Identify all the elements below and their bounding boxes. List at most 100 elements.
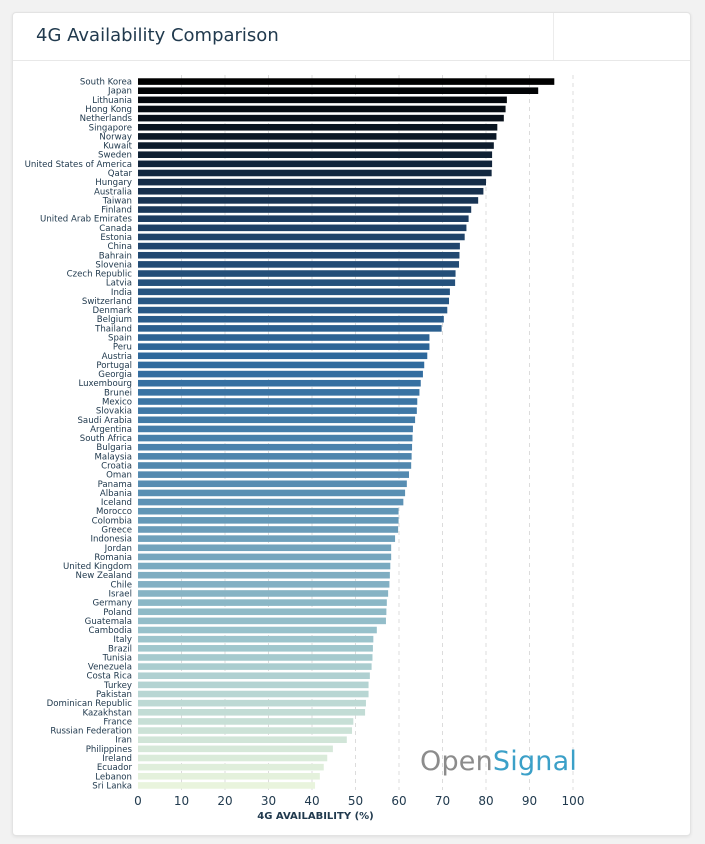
category-label: Ireland xyxy=(102,754,132,764)
category-label: Albania xyxy=(100,489,132,499)
bar xyxy=(138,699,366,707)
category-label: Denmark xyxy=(93,306,133,316)
category-label: Luxembourg xyxy=(78,379,132,389)
x-tick-label: 40 xyxy=(304,794,319,808)
category-label: Brazil xyxy=(108,644,132,654)
bar xyxy=(138,517,399,524)
category-label: South Korea xyxy=(80,78,132,88)
category-label: Costa Rica xyxy=(87,672,132,682)
bar xyxy=(138,78,555,85)
category-label: Italy xyxy=(113,635,132,645)
bar xyxy=(138,626,377,634)
bar xyxy=(138,635,374,643)
category-label: Jordan xyxy=(104,544,132,554)
bar xyxy=(138,352,428,360)
bar xyxy=(138,526,399,533)
bar xyxy=(138,672,370,680)
bar xyxy=(138,471,409,478)
bar xyxy=(138,434,413,442)
bar xyxy=(138,498,404,506)
category-label: Colombia xyxy=(92,516,132,526)
bar xyxy=(138,782,316,789)
category-label: Turkey xyxy=(103,681,132,691)
x-tick-label: 70 xyxy=(435,794,450,808)
bar xyxy=(138,224,467,232)
bar xyxy=(138,306,448,314)
category-label: Kazakhstan xyxy=(82,708,132,718)
bar xyxy=(138,206,472,213)
bar xyxy=(138,142,494,149)
category-label: United States of America xyxy=(25,160,132,170)
category-label: Bulgaria xyxy=(96,443,132,453)
bar xyxy=(138,279,456,286)
bar xyxy=(138,690,369,698)
bar xyxy=(138,325,442,332)
x-tick-label: 50 xyxy=(348,794,363,808)
category-label: Guatemala xyxy=(85,617,132,627)
bar xyxy=(138,553,392,561)
bar xyxy=(138,297,450,305)
category-label: Croatia xyxy=(101,461,132,471)
category-label: Argentina xyxy=(90,425,132,435)
bar xyxy=(138,178,486,186)
bar xyxy=(138,718,354,725)
category-label: Brunei xyxy=(104,388,132,398)
category-label: India xyxy=(111,288,132,298)
bar xyxy=(138,727,353,734)
category-label: China xyxy=(107,242,132,252)
category-label: Panama xyxy=(98,480,132,490)
category-label: Australia xyxy=(94,187,132,197)
category-label: Austria xyxy=(102,352,132,362)
category-label: Morocco xyxy=(96,507,132,517)
bar xyxy=(138,681,369,689)
category-label: Slovenia xyxy=(95,260,132,270)
category-label: Venezuela xyxy=(88,663,132,673)
category-label: United Kingdom xyxy=(63,562,132,572)
bar xyxy=(138,169,492,177)
category-label: Chile xyxy=(110,580,132,590)
bar xyxy=(138,334,430,341)
category-label: Qatar xyxy=(108,169,133,179)
category-label: Singapore xyxy=(89,123,132,133)
bar xyxy=(138,507,399,515)
bar xyxy=(138,736,347,744)
x-tick-label: 100 xyxy=(562,794,585,808)
category-label: Portugal xyxy=(96,361,132,371)
bar xyxy=(138,133,497,140)
bar xyxy=(138,197,479,204)
category-label: Mexico xyxy=(102,398,132,408)
category-label: Switzerland xyxy=(82,297,132,307)
category-label: Malaysia xyxy=(94,452,132,462)
bar xyxy=(138,453,412,460)
chart-card: 4G Availability Comparison xyxy=(12,12,691,836)
category-label: Pakistan xyxy=(96,690,132,700)
category-label: Russian Federation xyxy=(50,727,132,737)
page-title: 4G Availability Comparison xyxy=(36,25,279,46)
bar xyxy=(138,608,387,616)
x-tick-label: 0 xyxy=(134,794,142,808)
category-label: Japan xyxy=(107,87,132,97)
bar xyxy=(138,160,493,168)
category-label: Romania xyxy=(94,553,132,563)
category-label: Georgia xyxy=(98,370,132,380)
category-label: Germany xyxy=(93,599,133,609)
category-label: Tunisia xyxy=(102,653,132,663)
bar xyxy=(138,187,484,195)
bar xyxy=(138,361,425,369)
bar xyxy=(138,96,507,104)
category-label: Ecuador xyxy=(97,763,133,773)
bar xyxy=(138,370,423,378)
category-label: Sweden xyxy=(98,151,132,161)
category-label: Thailand xyxy=(94,324,132,334)
x-tick-label: 20 xyxy=(217,794,232,808)
bar xyxy=(138,215,469,222)
category-label: Canada xyxy=(99,224,132,234)
bar xyxy=(138,123,498,131)
bar xyxy=(138,87,539,94)
bar xyxy=(138,599,387,606)
category-label: Dominican Republic xyxy=(47,699,133,709)
category-label: Finland xyxy=(101,206,132,216)
bar xyxy=(138,754,328,762)
bar xyxy=(138,407,417,414)
